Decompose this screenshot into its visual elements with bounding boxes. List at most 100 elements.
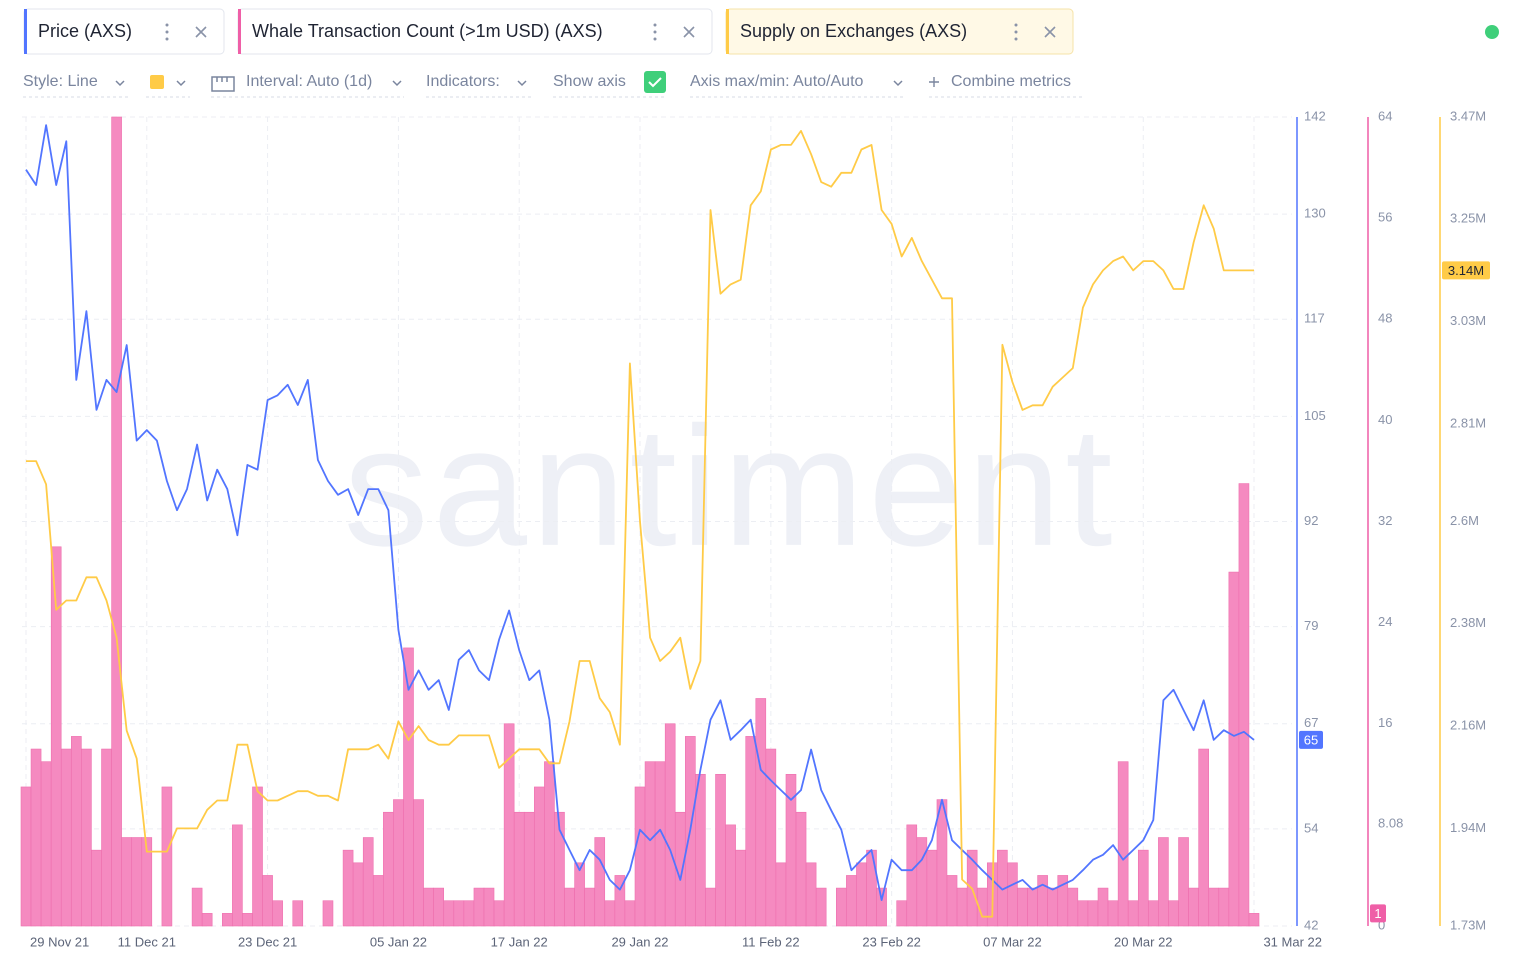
y-tick-label: 54: [1304, 820, 1318, 835]
bar: [232, 824, 243, 927]
bar: [584, 887, 595, 927]
bar: [1198, 748, 1209, 927]
bar: [1188, 887, 1199, 927]
tab-label: Supply on Exchanges (AXS): [740, 21, 967, 41]
metric-tabs: Price (AXS) Whale Transaction Count (>1m…: [23, 8, 1499, 55]
tab-accent: [24, 9, 27, 54]
bar: [594, 837, 606, 927]
bar: [624, 900, 636, 927]
bar: [1218, 887, 1230, 927]
bar: [725, 824, 736, 927]
bar: [695, 774, 706, 927]
y-tick-label: 2.81M: [1450, 415, 1486, 430]
bar: [201, 913, 213, 927]
bar: [916, 837, 928, 927]
color-swatch[interactable]: [150, 75, 164, 89]
bar: [745, 736, 757, 927]
bar: [423, 887, 434, 927]
bar: [1047, 887, 1058, 927]
bar: [111, 116, 122, 927]
bar: [1127, 900, 1139, 927]
bar: [503, 723, 515, 927]
y-tick-label: 1.94M: [1450, 820, 1486, 835]
bar: [1178, 837, 1189, 927]
y-tick-label: 2.16M: [1450, 718, 1486, 733]
tab-label: Whale Transaction Count (>1m USD) (AXS): [252, 21, 603, 41]
menu-icons[interactable]: [165, 23, 1018, 41]
bar: [715, 774, 726, 927]
bar: [765, 748, 777, 927]
bar: [91, 849, 102, 927]
bar: [483, 887, 495, 927]
bar: [936, 799, 948, 927]
bar: [60, 748, 72, 927]
bar: [534, 786, 545, 927]
bar: [101, 748, 112, 927]
current-value-box: [1370, 904, 1386, 923]
bar: [1208, 887, 1220, 927]
bar: [71, 736, 82, 927]
bar: [322, 900, 334, 927]
toolbar: Style: Line Interval: Auto (1d) Indicato…: [23, 71, 1083, 98]
y-tick-label: 24: [1378, 614, 1392, 629]
bar: [775, 862, 787, 927]
bar: [795, 811, 807, 927]
bar: [634, 786, 646, 927]
bar: [705, 887, 716, 927]
bar: [362, 837, 374, 927]
interval-menu[interactable]: Interval: Auto (1d): [246, 73, 372, 90]
bar: [20, 786, 32, 927]
bar: [342, 849, 354, 927]
line: [26, 130, 1254, 918]
bar: [262, 875, 273, 927]
bar: [372, 875, 384, 927]
x-tick-label: 20 Mar 22: [1114, 934, 1173, 949]
bar: [564, 887, 575, 927]
bar: [292, 900, 304, 927]
bar: [1137, 849, 1149, 927]
y-tick-label: 105: [1304, 408, 1326, 423]
bar: [493, 900, 505, 927]
bar: [544, 761, 555, 927]
combine-button[interactable]: Combine metrics: [951, 73, 1071, 90]
interval-icon: [211, 76, 235, 92]
x-tick-label: 23 Feb 22: [862, 934, 921, 949]
close-icons[interactable]: [195, 26, 1056, 38]
bar: [654, 761, 666, 927]
show-axis-checkbox[interactable]: [644, 71, 666, 93]
bar: [876, 887, 887, 927]
bar: [242, 913, 253, 927]
bar: [1037, 875, 1048, 927]
bar: [30, 748, 42, 927]
bar: [846, 875, 857, 927]
current-value-label: 1: [1374, 906, 1381, 921]
axis-range-menu[interactable]: Axis max/min: Auto/Auto: [690, 73, 864, 90]
bar: [81, 748, 92, 927]
bar: [1067, 887, 1079, 927]
bar: [604, 900, 616, 927]
y-tick-label: 79: [1304, 618, 1318, 633]
bar: [413, 799, 424, 927]
tab-label: Price (AXS): [38, 21, 132, 41]
current-value-label: 3.14M: [1448, 263, 1484, 278]
bar: [926, 849, 938, 927]
y-tick-label: 48: [1378, 311, 1392, 326]
y-tick-label: 3.25M: [1450, 211, 1486, 226]
y-tick-label: 40: [1378, 412, 1392, 427]
y-tick-label: 32: [1378, 513, 1392, 528]
indicators-menu[interactable]: Indicators:: [426, 73, 500, 90]
bar: [352, 862, 364, 927]
bar: [856, 862, 867, 927]
x-tick-label: 11 Feb 22: [742, 934, 800, 949]
bar: [1027, 887, 1038, 927]
bar: [393, 799, 404, 927]
bar: [574, 862, 585, 927]
bar: [433, 887, 444, 927]
bar: [836, 887, 847, 927]
style-menu[interactable]: Style: Line: [23, 73, 98, 90]
bar: [956, 887, 968, 927]
plus-icon: [929, 77, 939, 87]
x-tick-label: 29 Jan 22: [611, 934, 668, 949]
bar: [463, 900, 475, 927]
